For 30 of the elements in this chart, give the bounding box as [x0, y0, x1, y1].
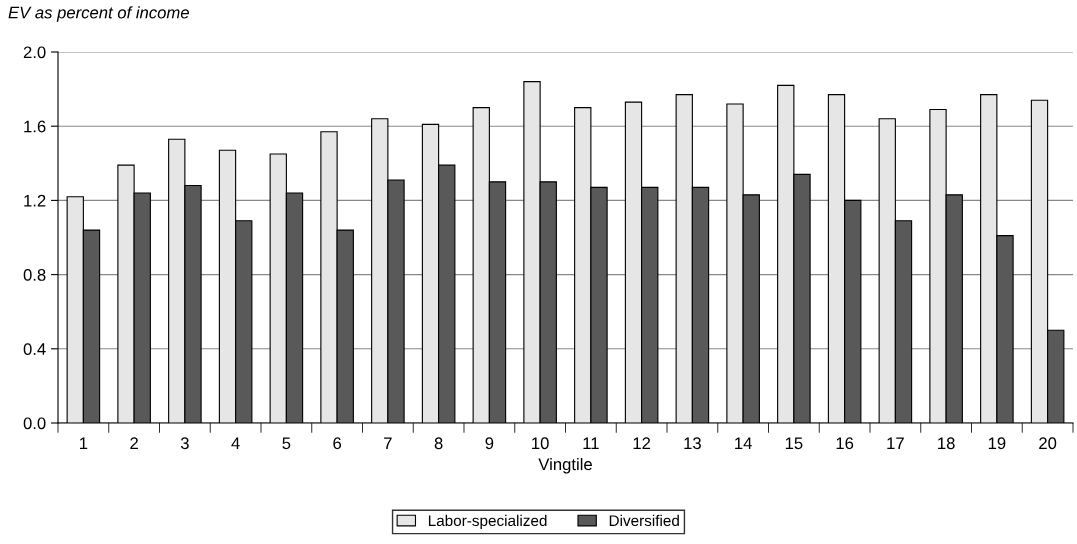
y-tick-label: 2.0 [23, 46, 46, 59]
x-axis-title: Vingtile [538, 457, 592, 474]
chart-title: EV as percent of income [8, 6, 189, 22]
x-tick-label: 18 [938, 437, 955, 450]
x-tick-label: 8 [434, 437, 443, 450]
x-tick-label: 14 [735, 437, 752, 449]
x-tick-label: 7 [384, 437, 392, 449]
x-tick-label: 4 [231, 437, 240, 449]
x-tick-label: 1 [80, 437, 88, 449]
y-tick-label: 0.8 [23, 269, 46, 281]
y-tick-label: 1.2 [24, 194, 46, 207]
x-tick-label: 20 [1039, 437, 1057, 450]
x-tick-label: 2 [130, 437, 138, 449]
y-tick-label: 0.4 [23, 343, 46, 355]
legend-label: Diversified [609, 514, 679, 527]
x-tick-label: 17 [887, 437, 904, 449]
y-tick-label: 0.0 [23, 417, 46, 430]
x-tick-label: 6 [333, 437, 342, 450]
x-tick-label: 3 [180, 437, 189, 450]
x-tick-label: 12 [633, 437, 651, 449]
y-tick-label: 1.6 [24, 120, 46, 133]
x-tick-label: 19 [988, 437, 1006, 450]
x-tick-label: 10 [532, 437, 549, 450]
x-tick-label: 16 [836, 437, 854, 450]
x-tick-label: 13 [684, 437, 701, 450]
x-tick-label: 9 [485, 437, 494, 450]
x-tick-label: 11 [583, 437, 599, 449]
x-tick-label: 5 [282, 437, 291, 450]
legend-label: Labor-specialized [428, 514, 547, 530]
x-tick-label: 15 [785, 437, 803, 450]
